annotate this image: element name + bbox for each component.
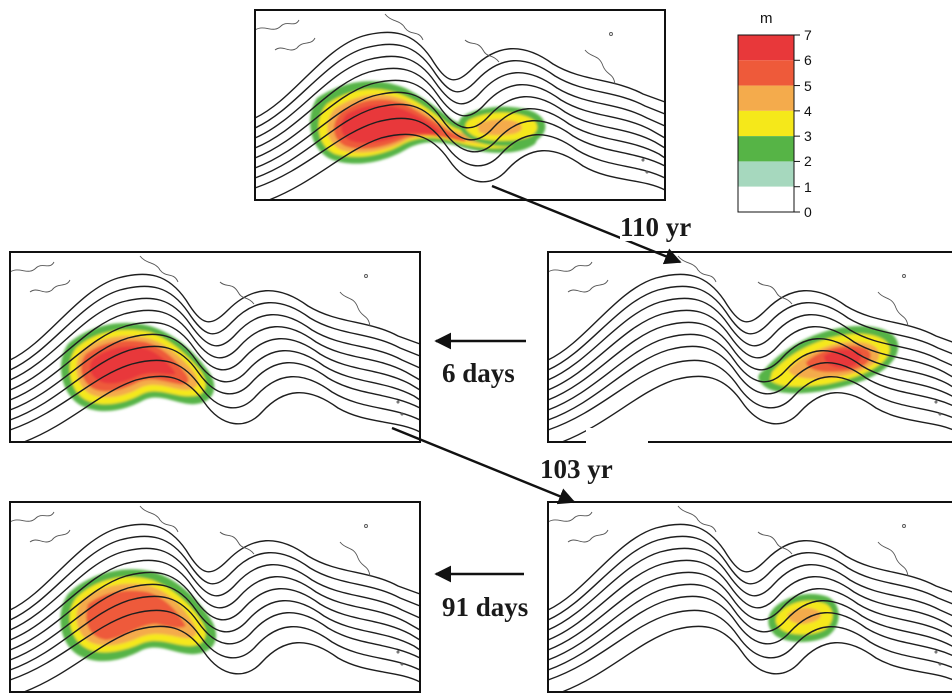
label-top-transition: 110 yr bbox=[620, 212, 692, 242]
colorbar-frame bbox=[737, 34, 795, 213]
arrow-mid-left-to-bottom-right bbox=[391, 426, 576, 505]
colorbar-tick-label-0: 0 bbox=[804, 204, 812, 220]
colorbar bbox=[737, 34, 800, 213]
colorbar-tick-label-3: 3 bbox=[804, 128, 812, 145]
colorbar-band-0-1 bbox=[738, 186, 794, 212]
map-panel-mid-right bbox=[547, 251, 952, 443]
label-row1-interval: 6 days bbox=[442, 358, 515, 388]
colorbar-tick-label-4: 4 bbox=[804, 102, 812, 119]
colorbar-tick-label-5: 5 bbox=[804, 77, 812, 94]
colorbar-band-2-3 bbox=[738, 136, 794, 162]
map-panel-mid-left bbox=[9, 251, 421, 443]
colorbar-band-1-2 bbox=[738, 161, 794, 187]
map-panel-bottom-left bbox=[9, 501, 421, 693]
map-panel-bottom-right bbox=[547, 501, 952, 693]
arrow-top-to-mid-right bbox=[491, 184, 682, 265]
frame-gap bbox=[586, 428, 648, 452]
colorbar-band-4-5 bbox=[738, 85, 794, 111]
colorbar-tick-label-2: 2 bbox=[804, 153, 812, 170]
colorbar-tick-label-1: 1 bbox=[804, 178, 812, 195]
colorbar-unit-label: m bbox=[760, 10, 773, 27]
colorbar-band-6-7 bbox=[738, 35, 794, 61]
colorbar-band-3-4 bbox=[738, 110, 794, 137]
colorbar-tick-label-7: 7 bbox=[804, 27, 812, 43]
map-panel-top bbox=[254, 9, 666, 201]
colorbar-band-5-6 bbox=[738, 60, 794, 86]
colorbar-tick-label-6: 6 bbox=[804, 52, 812, 69]
label-middle-transition: 103 yr bbox=[540, 454, 613, 484]
label-row2-interval: 91 days bbox=[442, 592, 529, 622]
